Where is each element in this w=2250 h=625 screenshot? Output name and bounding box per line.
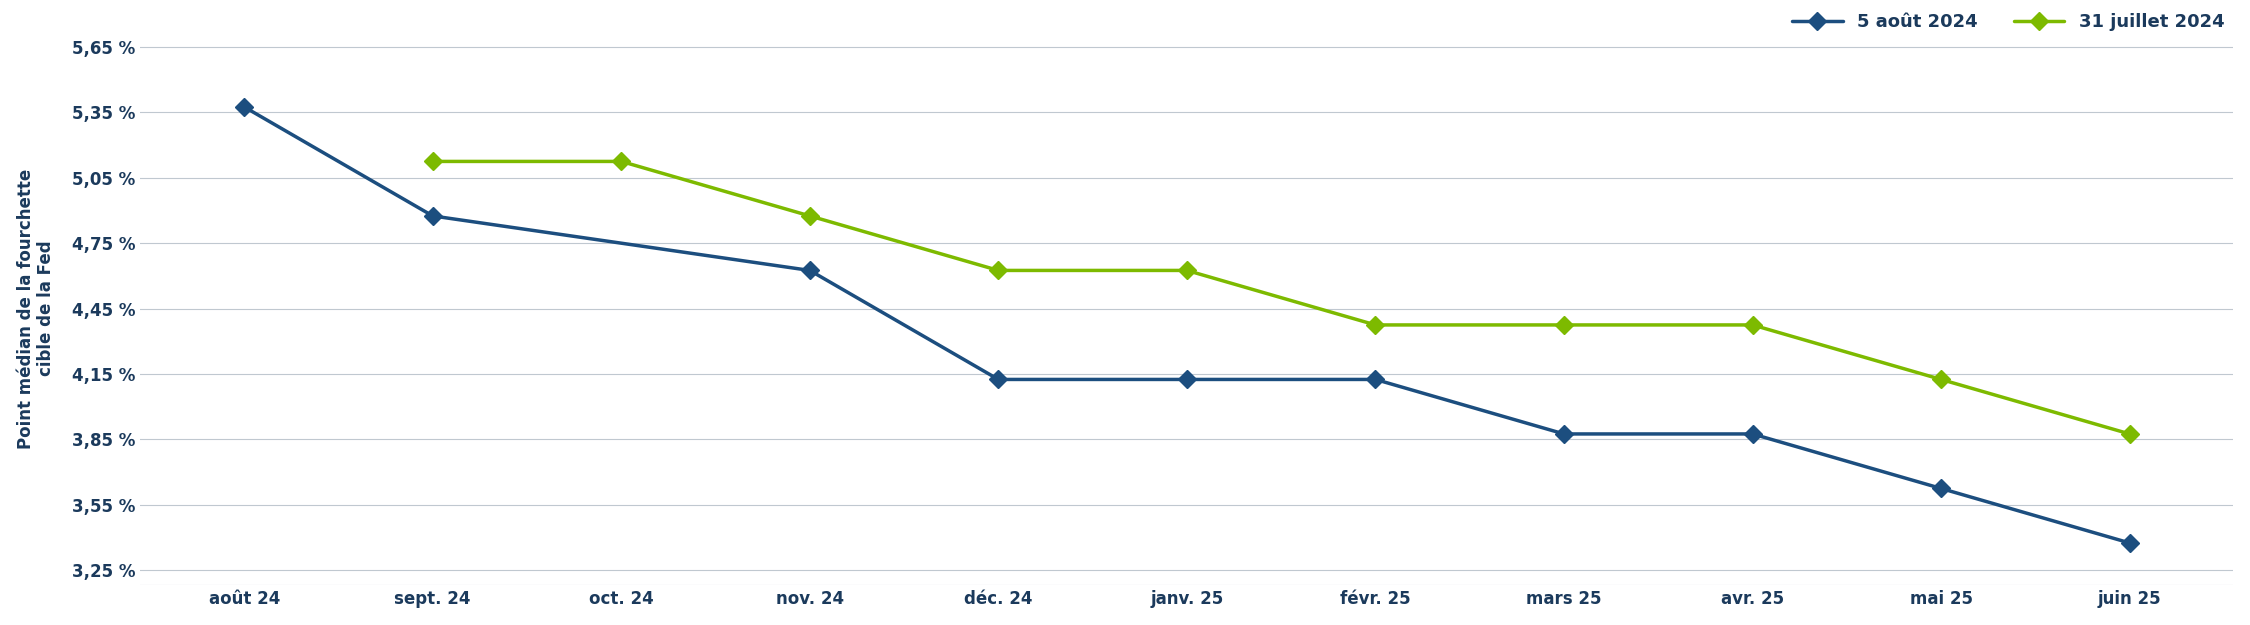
Line: 5 août 2024: 5 août 2024: [238, 101, 2135, 549]
5 août 2024: [232, 103, 259, 111]
31 juillet 2024: [1739, 321, 1766, 329]
31 juillet 2024: [1550, 321, 1577, 329]
5 août 2024: [1361, 376, 1388, 383]
5 août 2024: [1928, 485, 1955, 492]
31 juillet 2024: [2117, 430, 2144, 437]
5 août 2024: [986, 376, 1012, 383]
5 août 2024: [1550, 430, 1577, 437]
5 août 2024: [1739, 430, 1766, 437]
5 août 2024: [1174, 376, 1202, 383]
31 juillet 2024: [608, 158, 634, 165]
31 juillet 2024: [986, 267, 1012, 274]
5 août 2024: [796, 267, 824, 274]
Line: 31 juillet 2024: 31 juillet 2024: [428, 155, 2135, 440]
31 juillet 2024: [1928, 376, 1955, 383]
Legend: 5 août 2024, 31 juillet 2024: 5 août 2024, 31 juillet 2024: [1791, 13, 2225, 31]
31 juillet 2024: [1174, 267, 1202, 274]
5 août 2024: [418, 212, 446, 219]
31 juillet 2024: [796, 212, 824, 219]
31 juillet 2024: [418, 158, 446, 165]
5 août 2024: [2117, 539, 2144, 547]
Y-axis label: Point médian de la fourchette
cible de la Fed: Point médian de la fourchette cible de l…: [16, 169, 56, 449]
31 juillet 2024: [1361, 321, 1388, 329]
